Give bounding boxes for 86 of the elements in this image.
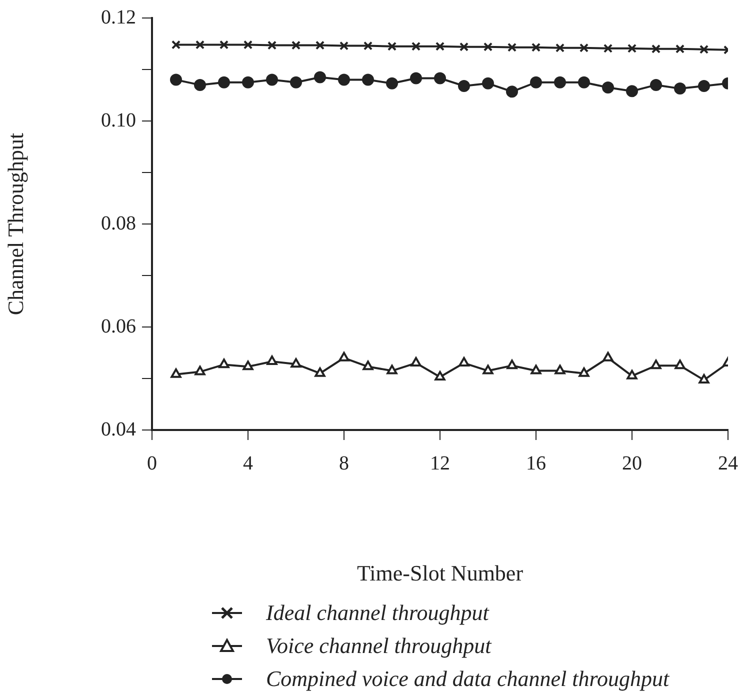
y-tick-label: 0.04 xyxy=(101,418,136,440)
point xyxy=(338,352,350,362)
y-tick-label: 0.08 xyxy=(101,212,136,234)
legend-label: Ideal channel throughput xyxy=(266,600,489,626)
point xyxy=(242,76,254,88)
point xyxy=(459,42,469,52)
point xyxy=(458,357,470,367)
point xyxy=(434,370,446,380)
legend-label: Voice channel throughput xyxy=(266,632,492,658)
point xyxy=(674,82,686,95)
point xyxy=(290,76,302,88)
point xyxy=(243,40,253,50)
point xyxy=(530,364,542,374)
point xyxy=(626,370,638,380)
point xyxy=(531,42,541,52)
point xyxy=(578,367,590,377)
point xyxy=(291,40,301,50)
y-tick-label: 0.10 xyxy=(101,109,136,132)
point xyxy=(506,360,518,370)
point xyxy=(555,43,565,52)
point xyxy=(266,74,278,86)
point xyxy=(482,77,494,90)
point xyxy=(267,40,277,50)
point xyxy=(699,44,709,54)
point xyxy=(386,364,398,374)
point xyxy=(650,78,662,91)
point xyxy=(507,42,517,52)
point xyxy=(411,42,421,51)
point xyxy=(314,367,326,377)
y-tick-label: 0.12 xyxy=(101,6,136,28)
point xyxy=(435,42,445,51)
point xyxy=(482,364,494,374)
y-axis-title: Channel Throughput xyxy=(2,132,28,316)
point xyxy=(170,368,182,378)
point xyxy=(410,357,422,367)
point xyxy=(194,78,206,91)
point xyxy=(266,356,278,366)
point xyxy=(219,40,229,50)
point xyxy=(698,374,710,384)
point xyxy=(579,43,589,52)
x-tick-label: 16 xyxy=(526,452,546,474)
x-tick-label: 0 xyxy=(147,452,157,474)
point xyxy=(698,80,710,92)
point xyxy=(363,41,373,50)
point xyxy=(627,44,637,53)
point xyxy=(194,366,206,376)
point xyxy=(434,72,446,84)
point xyxy=(339,41,349,50)
point xyxy=(506,86,518,98)
point xyxy=(603,44,613,53)
point xyxy=(315,40,325,50)
point xyxy=(387,42,397,51)
point xyxy=(314,71,326,84)
x-tick-label: 8 xyxy=(339,452,349,474)
point xyxy=(626,85,638,98)
point xyxy=(578,76,590,88)
point xyxy=(554,76,566,88)
x-tick-label: 12 xyxy=(430,452,450,474)
point xyxy=(458,80,470,92)
point xyxy=(218,358,230,368)
x-axis-title: Time-Slot Number xyxy=(356,560,524,586)
point xyxy=(218,76,230,88)
x-tick-label: 4 xyxy=(243,452,253,474)
legend-label: Compined voice and data channel throughput xyxy=(266,666,670,692)
point xyxy=(650,360,662,370)
x-tick-label: 24 xyxy=(718,452,738,474)
point xyxy=(242,360,254,370)
y-tick-label: 0.06 xyxy=(101,315,136,338)
point xyxy=(602,82,614,94)
point xyxy=(362,360,374,370)
point xyxy=(338,74,350,86)
point xyxy=(362,74,374,86)
point xyxy=(651,44,661,54)
point xyxy=(602,352,614,362)
x-tick-label: 20 xyxy=(622,452,642,474)
point xyxy=(675,44,685,54)
point xyxy=(290,358,302,368)
point xyxy=(674,360,686,370)
point xyxy=(170,74,182,86)
point xyxy=(554,364,566,374)
point xyxy=(386,77,398,90)
point xyxy=(530,76,542,88)
point xyxy=(410,72,422,84)
point xyxy=(171,40,181,50)
point xyxy=(483,42,493,52)
point xyxy=(195,40,205,50)
